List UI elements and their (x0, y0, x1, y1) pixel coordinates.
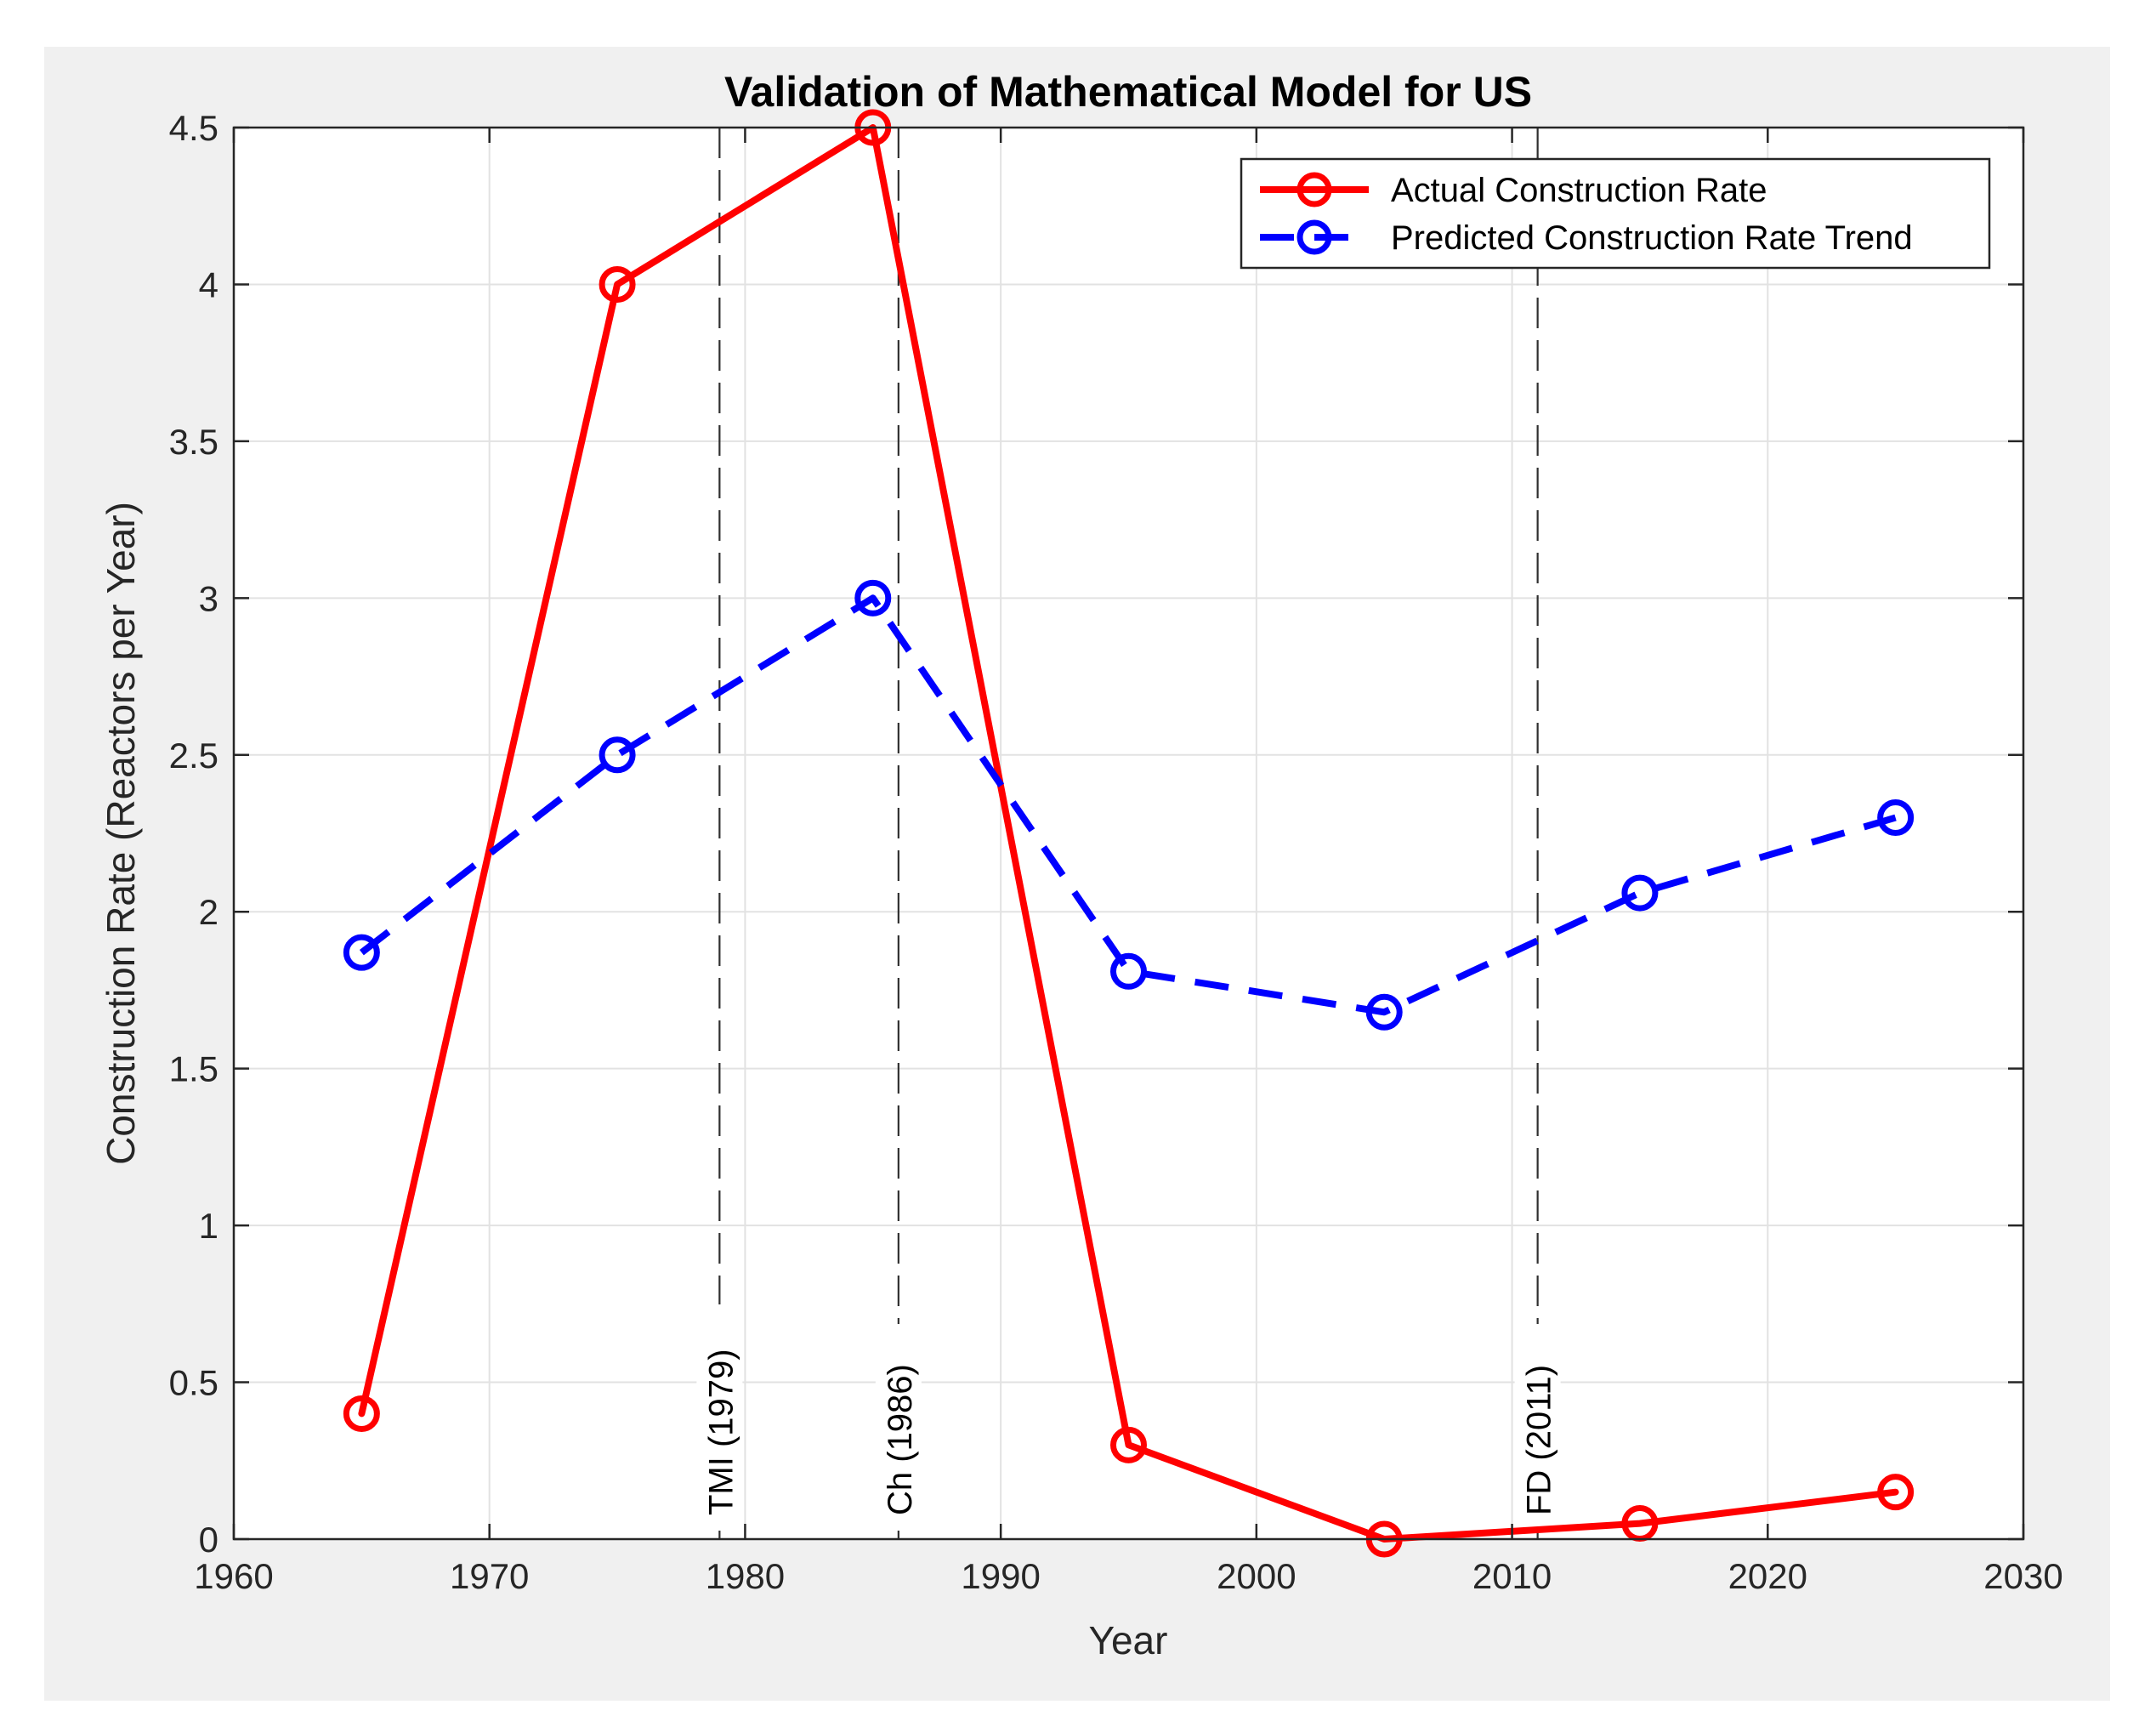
x-tick-label: 1960 (194, 1556, 273, 1596)
y-tick-label: 3 (199, 578, 218, 618)
event-label-group: FD (2011) (1514, 1324, 1561, 1520)
data-point-predicted (854, 579, 892, 616)
legend: Actual Construction Rate Predicted Constr… (1240, 157, 1991, 270)
series-line-actual (358, 124, 1899, 1543)
x-tick-label: 1970 (450, 1556, 529, 1596)
plot-area (234, 128, 2023, 1539)
x-tick-label: 2030 (1983, 1556, 2062, 1596)
x-tick-label: 2000 (1217, 1556, 1296, 1596)
event-lines: TMI (1979) Ch (1986) FD (2011) (696, 128, 1561, 1539)
event-label-bg (875, 1324, 922, 1520)
legend-label: Predicted Construction Rate Trend (1391, 219, 1913, 257)
data-point-actual (1877, 1474, 1915, 1511)
event-label-group: Ch (1986) (875, 1324, 922, 1520)
plot-frame (232, 126, 2025, 1541)
y-tick-label: 4 (199, 264, 218, 304)
x-tick-label: 2020 (1728, 1556, 1807, 1596)
data-point-predicted (343, 934, 380, 971)
y-tick-label: 0 (199, 1520, 218, 1560)
x-tick-label: 1990 (961, 1556, 1040, 1596)
y-tick-label: 3.5 (169, 422, 218, 462)
y-tick-label: 1.5 (169, 1049, 218, 1089)
y-axis-label: Construction Rate (Reactors per Year) (99, 502, 143, 1165)
data-point-predicted (1621, 874, 1659, 912)
data-point-actual (599, 265, 636, 303)
data-point-predicted (599, 736, 636, 774)
event-label: TMI (1979) (702, 1349, 740, 1515)
data-point-predicted (1365, 993, 1403, 1031)
y-tick-label: 4.5 (169, 108, 218, 148)
y-tick-label: 1 (199, 1206, 218, 1246)
legend-swatch-marker (1296, 219, 1332, 255)
legend-swatch-marker (1296, 172, 1332, 207)
data-point-actual (1110, 1426, 1147, 1463)
data-point-predicted (1877, 799, 1915, 837)
event-label-bg (696, 1304, 743, 1520)
event-label: FD (2011) (1521, 1365, 1558, 1515)
x-tick-label: 2010 (1472, 1556, 1552, 1596)
legend-label: Actual Construction Rate (1391, 172, 1767, 209)
x-tick-label: 1980 (706, 1556, 785, 1596)
y-tick-label: 2 (199, 892, 218, 932)
grid (234, 128, 2023, 1539)
event-label-bg (1514, 1324, 1561, 1520)
x-axis-label: Year (1089, 1618, 1168, 1662)
axis-ticks: 1960 1970 1980 1990 2000 2010 2020 2030 0 0.5 1 1.5… (169, 108, 2063, 1596)
data-point-actual (343, 1395, 380, 1432)
chart-title: Validation of Mathematical Model for US (724, 68, 1532, 116)
y-tick-label: 0.5 (169, 1363, 218, 1403)
event-label: Ch (1986) (882, 1364, 919, 1515)
data-point-predicted (1110, 952, 1147, 990)
y-tick-label: 2.5 (169, 736, 218, 776)
legend-box (1240, 157, 1991, 270)
event-label-group: TMI (1979) (696, 1304, 743, 1520)
